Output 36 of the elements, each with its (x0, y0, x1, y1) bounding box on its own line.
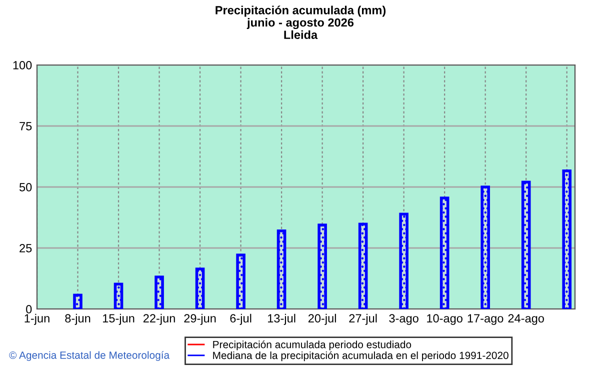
y-tick-label: 25 (20, 244, 32, 252)
y-tick-label: 100 (13, 61, 32, 70)
x-tick-label: 20-jul (308, 314, 336, 325)
x-tick-label: 15-jun (103, 314, 134, 325)
x-tick-label: 29-jun (184, 314, 216, 325)
x-tick-label: 24-ago (508, 314, 544, 325)
bar (399, 212, 408, 309)
bar (480, 186, 490, 309)
x-tick-label: 13-jul (268, 314, 296, 325)
bar (318, 224, 327, 309)
bar (236, 254, 246, 309)
x-tick-label: 10-ago (427, 314, 462, 325)
x-tick-label: 8-jun (65, 314, 90, 325)
bar (521, 180, 531, 309)
bar (195, 268, 205, 309)
y-tick-label: 50 (19, 183, 32, 192)
x-tick-label: 1-jun (24, 314, 50, 325)
bar (440, 196, 450, 309)
text: Mediana de la precipitación acumulada en el periodo 1991-2020 (213, 351, 508, 362)
bar (73, 294, 82, 309)
bar (562, 170, 572, 309)
chart-subtitle: junio - agosto 2026 Lleida (246, 18, 354, 40)
chart-title: Precipitación acumulada (mm) (216, 6, 386, 17)
x-tick-label: 17-ago (468, 314, 504, 325)
bar (358, 222, 368, 309)
y-tick-label: 0 (26, 305, 32, 314)
x-tick-label: 27-jul (349, 314, 377, 325)
x-tick-label: 3-ago (389, 314, 418, 325)
bar (154, 276, 164, 309)
x-tick-label: 22-jun (143, 314, 175, 325)
legend-label: Precipitación acumulada periodo estudiado (213, 340, 412, 350)
y-tick-label: 75 (20, 122, 32, 130)
bar (114, 282, 124, 309)
text: © Agencia Estatal de Meteorología (9, 351, 170, 361)
x-tick-label: 6-jul (230, 314, 252, 325)
bar (276, 230, 286, 309)
